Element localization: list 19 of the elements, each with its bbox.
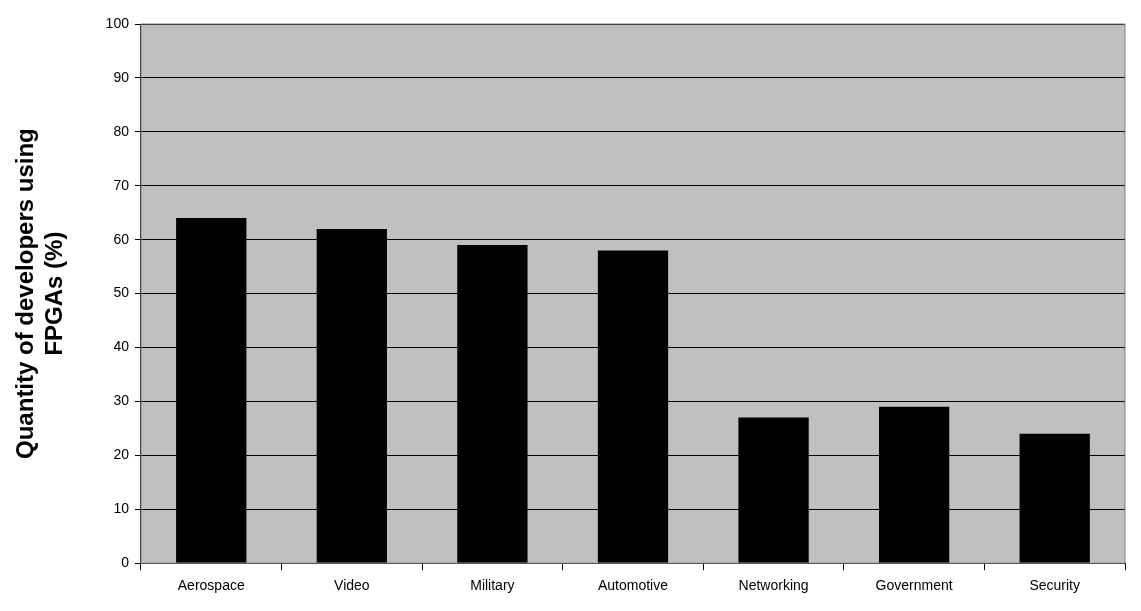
y-axis-title: Quantity of developers using FPGAs (%) — [11, 128, 67, 459]
y-tick-label: 40 — [113, 338, 130, 355]
y-tick-label: 80 — [113, 122, 130, 139]
x-tick-label: Video — [334, 577, 370, 594]
y-tick-label: 60 — [113, 230, 130, 247]
y-tick-label: 30 — [113, 392, 130, 409]
y-tick-label: 50 — [113, 284, 130, 301]
y-tick-label: 90 — [113, 68, 130, 85]
x-tick-label: Military — [470, 577, 515, 594]
y-tick-label: 20 — [113, 446, 130, 463]
x-tick-label: Networking — [738, 577, 809, 594]
x-tick-label: Aerospace — [177, 577, 245, 594]
y-tick-label: 0 — [121, 554, 130, 571]
x-tick-label: Government — [875, 577, 953, 594]
x-tick-label: Automotive — [597, 577, 669, 594]
y-tick-label: 100 — [105, 14, 130, 31]
x-tick-label: Security — [1029, 577, 1080, 594]
y-tick-label: 70 — [113, 176, 130, 193]
y-tick-label: 10 — [113, 500, 130, 517]
